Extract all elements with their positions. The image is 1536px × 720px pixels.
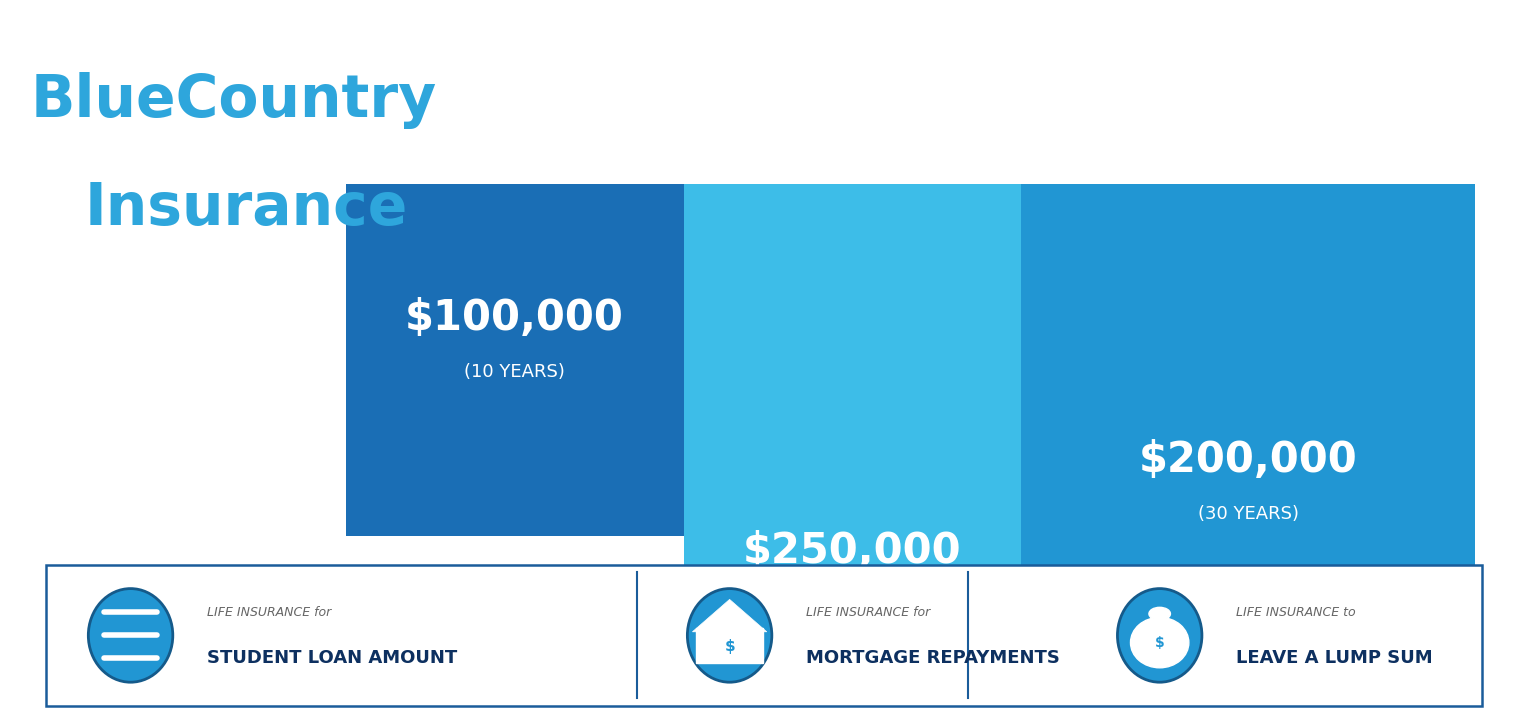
Text: LEAVE A LUMP SUM: LEAVE A LUMP SUM: [1236, 649, 1433, 667]
FancyBboxPatch shape: [46, 565, 1482, 706]
Text: (20 YEARS): (20 YEARS): [802, 595, 903, 613]
Text: MORTGAGE REPAYMENTS: MORTGAGE REPAYMENTS: [806, 649, 1060, 667]
Polygon shape: [693, 599, 766, 632]
Ellipse shape: [1118, 589, 1201, 683]
Text: (10 YEARS): (10 YEARS): [464, 363, 565, 381]
Ellipse shape: [88, 589, 172, 683]
Bar: [696, 628, 763, 662]
Text: $100,000: $100,000: [406, 297, 624, 338]
Text: $250,000: $250,000: [743, 530, 962, 572]
Ellipse shape: [1149, 607, 1170, 620]
Ellipse shape: [1130, 617, 1189, 668]
Bar: [346, 184, 684, 536]
Text: $: $: [725, 639, 734, 654]
Text: LIFE INSURANCE for: LIFE INSURANCE for: [207, 606, 332, 619]
Text: BlueCountry: BlueCountry: [31, 72, 436, 130]
Ellipse shape: [687, 589, 771, 683]
Text: Insurance: Insurance: [84, 180, 409, 238]
Text: $200,000: $200,000: [1138, 438, 1358, 481]
Text: LIFE INSURANCE for: LIFE INSURANCE for: [806, 606, 931, 619]
Text: (30 YEARS): (30 YEARS): [1198, 505, 1298, 523]
Text: $: $: [1155, 636, 1164, 649]
Text: LIFE INSURANCE to: LIFE INSURANCE to: [1236, 606, 1356, 619]
Bar: [1021, 184, 1475, 608]
Bar: [684, 184, 1021, 673]
Text: STUDENT LOAN AMOUNT: STUDENT LOAN AMOUNT: [207, 649, 458, 667]
